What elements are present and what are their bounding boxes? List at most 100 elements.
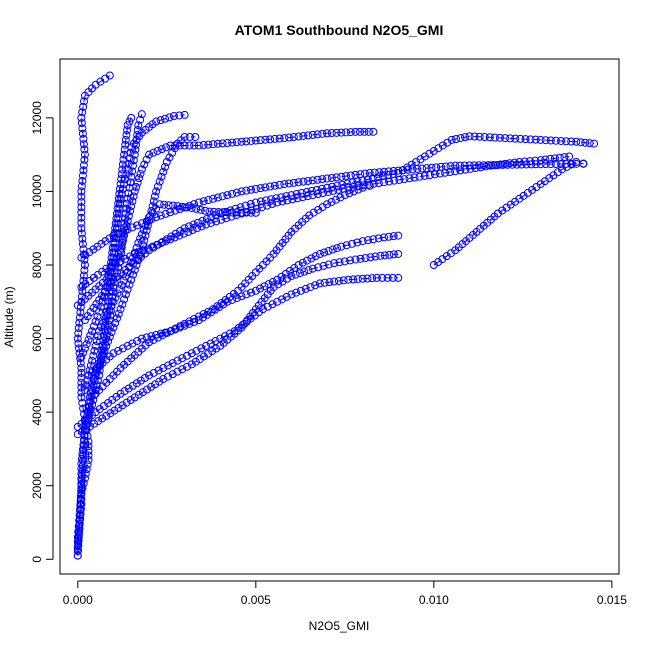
data-point (126, 396, 135, 405)
data-point (551, 160, 560, 169)
data-point (280, 134, 289, 143)
data-point (369, 127, 378, 136)
data-point (213, 139, 222, 148)
y-tick-label: 12000 (30, 101, 44, 135)
data-point (76, 359, 85, 368)
data-point (398, 166, 407, 175)
data-point (313, 175, 322, 184)
data-point (312, 185, 321, 194)
data-point (98, 297, 107, 306)
data-point (78, 461, 87, 470)
data-point (184, 227, 193, 236)
data-point (98, 349, 107, 358)
data-point (76, 501, 85, 510)
data-point (122, 398, 131, 407)
data-point (361, 254, 370, 263)
data-point (199, 352, 208, 361)
data-point (371, 252, 380, 261)
data-point (152, 330, 161, 339)
data-point (223, 297, 232, 306)
data-point (185, 319, 194, 328)
data-point (384, 232, 393, 241)
data-point (343, 179, 352, 188)
data-point (134, 390, 143, 399)
data-point (117, 170, 126, 179)
data-point (145, 150, 154, 159)
data-point (263, 302, 272, 311)
data-point (274, 280, 283, 289)
data-point (546, 136, 555, 145)
data-point (536, 160, 545, 169)
data-point (117, 248, 126, 257)
data-point (212, 344, 221, 353)
data-point (142, 155, 151, 164)
data-point (106, 263, 115, 272)
data-point (147, 332, 156, 341)
data-point (451, 167, 460, 176)
data-point (251, 184, 260, 193)
data-point (84, 451, 93, 460)
data-point (333, 244, 342, 253)
data-point (90, 419, 99, 428)
data-point (77, 368, 86, 377)
data-point (232, 138, 241, 147)
data-point (80, 97, 89, 106)
data-point (171, 141, 180, 150)
data-point (98, 414, 107, 423)
data-point (422, 164, 431, 173)
data-point (328, 245, 337, 254)
data-point (175, 231, 184, 240)
data-point (237, 187, 246, 196)
data-point (315, 279, 324, 288)
data-point (380, 251, 389, 260)
y-tick-label: 6000 (30, 325, 44, 352)
data-point (99, 318, 108, 327)
profile-connector-line (81, 162, 584, 259)
data-point (318, 203, 327, 212)
data-point (202, 310, 211, 319)
data-point (405, 174, 414, 183)
data-point (300, 267, 309, 276)
data-point (256, 284, 265, 293)
data-point (85, 248, 94, 257)
data-point (323, 183, 332, 192)
data-point (118, 401, 127, 410)
profile-connector-line (77, 277, 399, 428)
data-point (212, 217, 221, 226)
data-point (314, 205, 323, 214)
data-point (152, 117, 161, 126)
data-point (128, 223, 137, 232)
data-point (555, 153, 564, 162)
data-point (218, 139, 227, 148)
data-point (80, 266, 89, 275)
data-point (109, 238, 118, 247)
data-point (565, 152, 574, 161)
data-point (195, 355, 204, 364)
data-point (307, 254, 316, 263)
data-point (425, 171, 434, 180)
data-point (123, 268, 132, 277)
data-point (147, 382, 156, 391)
data-point (201, 206, 210, 215)
data-point (123, 199, 132, 208)
data-point (116, 305, 125, 314)
data-point (89, 351, 98, 360)
data-point (342, 128, 351, 137)
data-point (80, 145, 89, 154)
data-point (140, 373, 149, 382)
data-point (441, 168, 450, 177)
data-point (304, 131, 313, 140)
data-point (202, 215, 211, 224)
data-point (90, 346, 99, 355)
data-point (197, 344, 206, 353)
data-point (268, 300, 277, 309)
data-point (546, 160, 555, 169)
data-marks (73, 71, 599, 560)
data-point (546, 154, 555, 163)
data-point (503, 160, 512, 169)
data-point (354, 185, 363, 194)
data-point (89, 373, 98, 382)
data-point (127, 113, 136, 122)
data-point (283, 196, 292, 205)
